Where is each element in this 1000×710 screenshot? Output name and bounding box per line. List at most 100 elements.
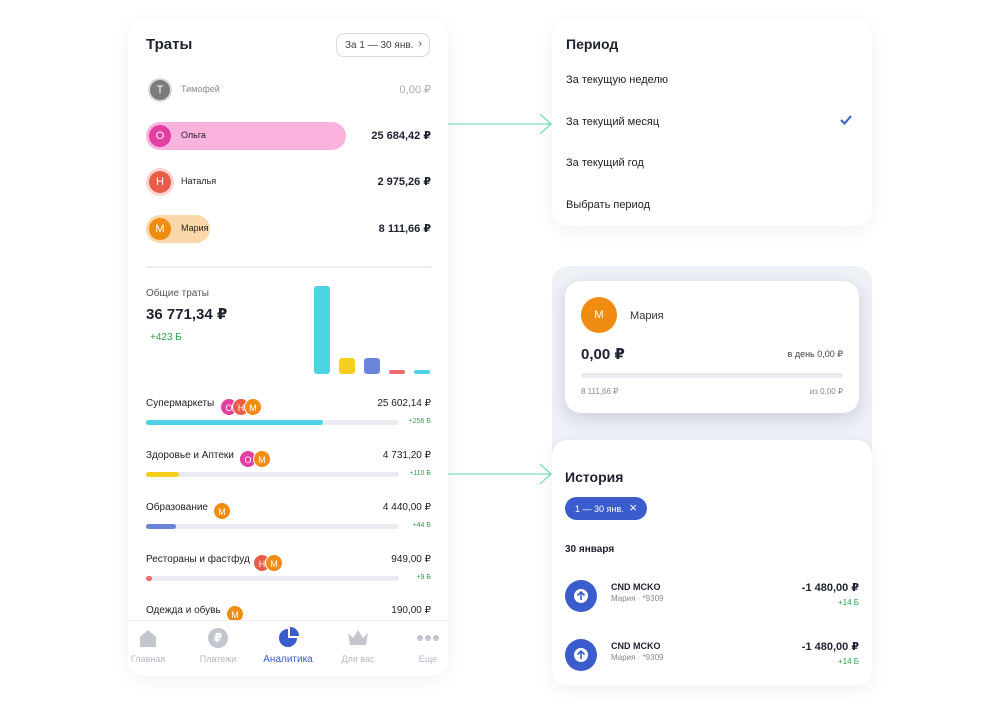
category-progress-fill [146,420,324,425]
svg-text:₽: ₽ [214,631,222,645]
total-bonus: +423 Б [150,332,182,343]
tab-for-you[interactable]: Для вас [326,627,390,664]
member-amount: 0,00 ₽ [581,346,625,363]
member-amount: 0,00 ₽ [399,84,431,96]
limit-amount: из 0,00 ₽ [809,387,843,396]
category-amount: 4 731,20 ₽ [382,450,431,461]
avatar: М [244,398,262,416]
history-title: История [565,469,624,485]
divider [146,266,431,268]
pie-chart-icon [256,627,320,651]
category-name: Рестораны и фастфуд [146,554,250,565]
member-name: Тимофей [181,84,220,94]
avatar: М [253,450,271,468]
period-option-year[interactable]: За текущий год [566,157,644,169]
category-row-education[interactable]: Образование М 4 440,00 ₽ +44 Б [146,502,431,546]
tab-bar: Главная ₽ Платежи Аналитика Для вас Еще [128,620,448,676]
category-bar-restaurants [389,370,405,374]
ruble-icon: ₽ [186,627,250,651]
tab-payments[interactable]: ₽ Платежи [186,627,250,664]
member-row-timofey[interactable]: Т Тимофей 0,00 ₽ [146,76,431,104]
member-spend-bar [146,122,346,150]
merchant-name: CND MCKO [611,582,661,592]
spending-panel: Траты За 1 — 30 янв. › Т Тимофей 0,00 ₽ … [128,20,448,676]
transaction-category-icon [565,580,597,612]
history-panel: История 1 — 30 янв. × 30 января CND MCKO… [552,440,872,686]
connector-arrow-period [448,113,552,135]
period-menu: Период За текущую неделю За текущий меся… [552,20,872,226]
category-progress-fill [146,472,179,477]
category-amount: 949,00 ₽ [391,554,431,565]
member-name: Мария [630,310,664,322]
avatar: Н [149,171,171,193]
tab-analytics[interactable]: Аналитика [256,627,320,665]
limit-progress [581,373,843,378]
member-amount: 2 975,26 ₽ [377,176,431,188]
category-progress [146,524,399,529]
period-option-month[interactable]: За текущий месяц [566,116,660,128]
avatar: М [149,218,171,240]
member-name: Наталья [181,176,217,186]
tab-label: Аналитика [263,654,313,665]
total-label: Общие траты [146,288,209,299]
member-amount: 8 111,66 ₽ [378,223,431,235]
period-menu-title: Период [566,36,619,52]
member-name: Ольга [181,130,206,140]
avatar: О [149,125,171,147]
category-progress [146,472,399,477]
category-bar-clothes [414,370,430,374]
category-bar-health [339,358,355,374]
period-button[interactable]: За 1 — 30 янв. › [336,33,430,57]
transaction-row[interactable]: CND MCKO Мария · *9309 -1 480,00 ₽ +14 Б [565,580,859,614]
tab-label: Для вас [341,654,375,664]
category-progress-fill [146,524,177,529]
member-row-olga[interactable]: О Ольга 25 684,42 ₽ [146,122,431,150]
date-filter-chip[interactable]: 1 — 30 янв. × [565,497,647,520]
transaction-subtitle: Мария · *9309 [611,594,664,603]
category-name: Супермаркеты [146,398,215,409]
checkmark-icon [840,115,852,125]
tab-home[interactable]: Главная [128,627,180,664]
category-amount: 4 440,00 ₽ [382,502,431,513]
merchant-name: CND MCKO [611,641,661,651]
category-amount: 25 602,14 ₽ [377,398,431,409]
category-progress [146,576,399,581]
member-row-maria[interactable]: М Мария 8 111,66 ₽ [146,215,431,243]
transaction-category-icon [565,639,597,671]
member-name: Мария [181,223,209,233]
per-day-limit: в день 0,00 ₽ [787,349,843,359]
close-icon[interactable]: × [629,500,637,515]
transaction-subtitle: Мария · *9309 [611,653,664,662]
transaction-row[interactable]: CND MCKO Мария · *9309 -1 480,00 ₽ +14 Б [565,639,859,673]
category-bar-supermarkets [314,286,330,374]
transaction-amount: -1 480,00 ₽ [801,582,859,594]
total-amount: 36 771,34 ₽ [146,306,228,323]
chevron-right-icon: › [418,38,422,50]
connector-arrow-history [448,463,552,485]
category-row-health[interactable]: Здоровье и Аптеки О М 4 731,20 ₽ +110 Б [146,450,431,494]
member-card[interactable]: М Мария 0,00 ₽ в день 0,00 ₽ 8 111,66 ₽ … [565,281,859,413]
period-option-custom[interactable]: Выбрать период [566,199,650,211]
tab-label: Еще [418,654,438,664]
category-row-restaurants[interactable]: Рестораны и фастфуд Н М 949,00 ₽ +9 Б [146,554,431,598]
transaction-bonus: +14 Б [837,598,859,607]
page-title: Траты [146,36,193,53]
avatar: М [213,502,231,520]
crown-icon [326,627,390,651]
transaction-bonus: +14 Б [837,657,859,666]
category-amount: 190,00 ₽ [391,605,431,616]
category-progress [146,420,399,425]
member-row-natalya[interactable]: Н Наталья 2 975,26 ₽ [146,168,431,196]
home-icon [128,627,180,651]
category-progress-fill [146,576,152,581]
tab-more[interactable]: Еще [396,627,448,664]
avatar: Т [148,78,172,102]
period-option-week[interactable]: За текущую неделю [566,74,669,86]
category-row-supermarkets[interactable]: Супермаркеты О Н М 25 602,14 ₽ +256 Б [146,398,431,442]
member-amount: 25 684,42 ₽ [371,130,431,142]
tab-label: Главная [130,654,166,664]
category-name: Одежда и обувь [146,605,221,616]
category-bonus: +110 Б [409,470,431,477]
avatar: М [265,554,283,572]
date-header: 30 января [565,544,615,555]
